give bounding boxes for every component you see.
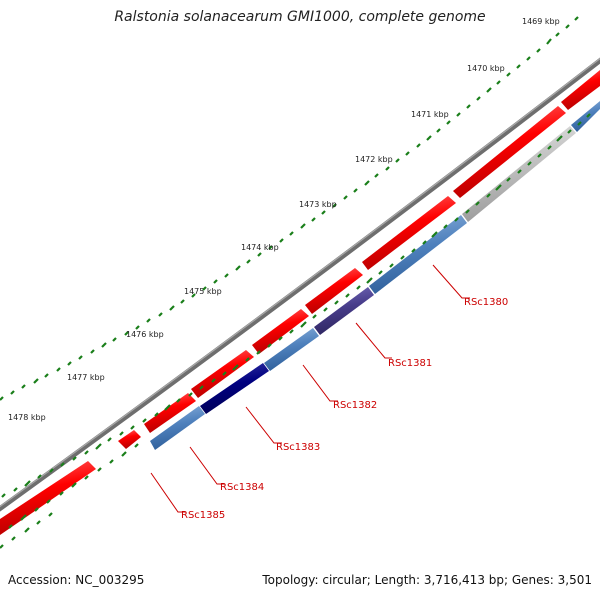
reverse-gene[interactable] (462, 126, 576, 222)
reverse-gene[interactable] (369, 215, 467, 294)
inner-tick-track-lower (0, 443, 139, 549)
reverse-strand-genes (150, 101, 600, 450)
outer-tick-track (0, 16, 579, 401)
reverse-gene[interactable] (571, 101, 600, 132)
genome-backbone-highlight (0, 57, 600, 508)
gene-label-rsc1382[interactable]: RSc1382 (333, 400, 377, 411)
gene-label-rsc1384[interactable]: RSc1384 (220, 482, 264, 493)
genome-title: Ralstonia solanacearum GMI1000, complete… (114, 9, 486, 25)
reverse-gene[interactable] (314, 287, 374, 335)
kbp-label: 1478 kbp (8, 413, 46, 422)
kbp-label: 1471 kbp (411, 110, 449, 119)
gene-label-rsc1381[interactable]: RSc1381 (388, 358, 432, 369)
forward-gene[interactable] (453, 106, 566, 198)
kbp-label: 1474 kbp (241, 243, 279, 252)
kbp-label: 1469 kbp (522, 17, 560, 26)
genome-backbone (0, 57, 600, 512)
forward-gene[interactable] (305, 268, 363, 314)
forward-gene[interactable] (561, 70, 600, 110)
gene-leader-lines (150, 264, 470, 513)
kbp-label: 1470 kbp (467, 64, 505, 73)
forward-gene[interactable] (252, 309, 309, 354)
reverse-gene[interactable] (200, 363, 269, 414)
reverse-gene[interactable] (264, 328, 319, 371)
accession-text: Accession: NC_003295 (8, 573, 145, 587)
inner-tick-track (1, 113, 591, 498)
reverse-gene[interactable] (150, 406, 205, 450)
gene-label-rsc1383[interactable]: RSc1383 (276, 442, 320, 453)
kbp-label: 1477 kbp (67, 373, 105, 382)
gene-label-rsc1380[interactable]: RSc1380 (464, 297, 508, 308)
forward-gene[interactable] (144, 393, 196, 433)
kbp-labels: 1469 kbp 1470 kbp 1471 kbp 1472 kbp 1473… (8, 17, 560, 422)
kbp-label: 1472 kbp (355, 155, 393, 164)
genome-summary-text: Topology: circular; Length: 3,716,413 bp… (262, 573, 592, 587)
gene-label-rsc1385[interactable]: RSc1385 (181, 510, 225, 521)
kbp-label: 1475 kbp (184, 287, 222, 296)
forward-strand-genes (0, 70, 600, 535)
forward-gene[interactable] (118, 430, 141, 449)
gene-labels: RSc1380 RSc1381 RSc1382 RSc1383 RSc1384 … (181, 297, 508, 521)
forward-gene[interactable] (362, 196, 456, 270)
kbp-label: 1473 kbp (299, 200, 337, 209)
kbp-label: 1476 kbp (126, 330, 164, 339)
